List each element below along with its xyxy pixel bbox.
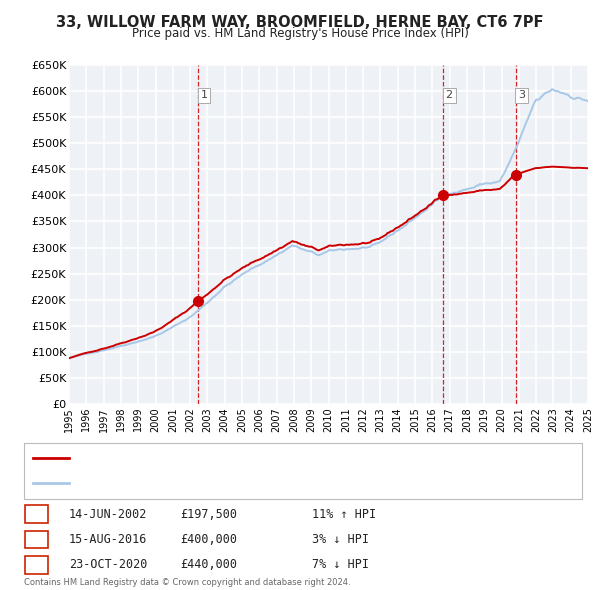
Text: 11% ↑ HPI: 11% ↑ HPI — [312, 507, 376, 521]
Text: 1: 1 — [200, 90, 208, 100]
Text: HPI: Average price, detached house, Canterbury: HPI: Average price, detached house, Cant… — [73, 478, 325, 489]
Text: 3: 3 — [518, 90, 525, 100]
Text: 1: 1 — [33, 507, 40, 521]
Text: £440,000: £440,000 — [180, 558, 237, 572]
Text: Contains HM Land Registry data © Crown copyright and database right 2024.: Contains HM Land Registry data © Crown c… — [24, 578, 350, 586]
Text: 15-AUG-2016: 15-AUG-2016 — [69, 533, 148, 546]
Text: £197,500: £197,500 — [180, 507, 237, 521]
Text: £400,000: £400,000 — [180, 533, 237, 546]
Text: 14-JUN-2002: 14-JUN-2002 — [69, 507, 148, 521]
Text: 3: 3 — [33, 558, 40, 572]
Text: 2: 2 — [33, 533, 40, 546]
Text: 3% ↓ HPI: 3% ↓ HPI — [312, 533, 369, 546]
Text: 7% ↓ HPI: 7% ↓ HPI — [312, 558, 369, 572]
Text: 2: 2 — [446, 90, 453, 100]
Text: 33, WILLOW FARM WAY, BROOMFIELD, HERNE BAY, CT6 7PF: 33, WILLOW FARM WAY, BROOMFIELD, HERNE B… — [56, 15, 544, 30]
Text: 33, WILLOW FARM WAY, BROOMFIELD, HERNE BAY, CT6 7PF (detached house): 33, WILLOW FARM WAY, BROOMFIELD, HERNE B… — [73, 453, 477, 463]
Text: Price paid vs. HM Land Registry's House Price Index (HPI): Price paid vs. HM Land Registry's House … — [131, 27, 469, 40]
Text: 23-OCT-2020: 23-OCT-2020 — [69, 558, 148, 572]
